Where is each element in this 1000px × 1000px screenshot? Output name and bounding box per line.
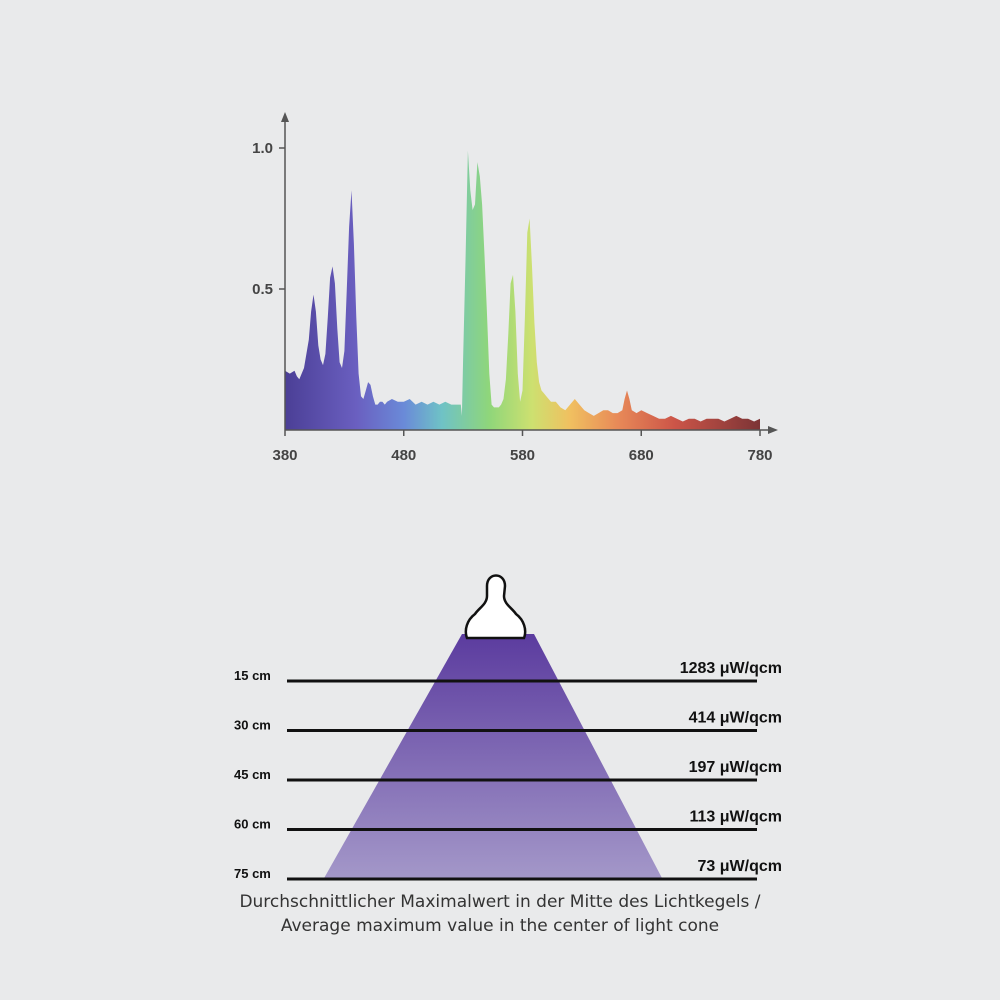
spectrum-chart: 380 480 580 680 780 0.5 1.0	[252, 112, 778, 464]
distance-label: 45 cm	[234, 767, 271, 782]
spectrum-axes	[281, 112, 778, 434]
spectrum-area	[285, 150, 760, 431]
x-tick-label: 380	[272, 447, 297, 464]
distance-rows: 15 cm 1283 μW/qcm 30 cm 414 μW/qcm 45 cm 197 …	[234, 660, 782, 881]
x-tick-label: 580	[510, 447, 535, 464]
irradiance-value: 113 μW/qcm	[690, 809, 783, 826]
x-tick-label: 480	[391, 447, 416, 464]
distance-label: 60 cm	[234, 817, 271, 832]
distance-row: 15 cm 1283 μW/qcm	[234, 660, 782, 683]
distance-label: 15 cm	[234, 668, 271, 683]
irradiance-value: 1283 μW/qcm	[680, 660, 782, 677]
distance-row: 75 cm 73 μW/qcm	[234, 858, 782, 881]
x-tick-labels: 380 480 580 680 780	[272, 430, 773, 464]
distance-row: 60 cm 113 μW/qcm	[234, 809, 782, 832]
caption-english: Average maximum value in the center of l…	[280, 916, 720, 936]
y-tick-label: 1.0	[252, 140, 273, 157]
y-tick-label: 0.5	[252, 281, 273, 298]
distance-label: 30 cm	[234, 718, 271, 733]
irradiance-value: 73 μW/qcm	[698, 858, 782, 875]
irradiance-value: 197 μW/qcm	[689, 759, 782, 776]
irradiance-value: 414 μW/qcm	[689, 710, 782, 727]
distance-label: 75 cm	[234, 866, 271, 881]
caption-german: Durchschnittlicher Maximalwert in der Mi…	[239, 892, 761, 912]
light-cone	[323, 634, 663, 880]
distance-row: 45 cm 197 μW/qcm	[234, 759, 782, 782]
x-tick-label: 780	[747, 447, 772, 464]
y-tick-labels: 0.5 1.0	[252, 140, 285, 298]
uv-bulb-icon	[464, 574, 527, 640]
x-tick-label: 680	[629, 447, 654, 464]
distance-row: 30 cm 414 μW/qcm	[234, 710, 782, 733]
